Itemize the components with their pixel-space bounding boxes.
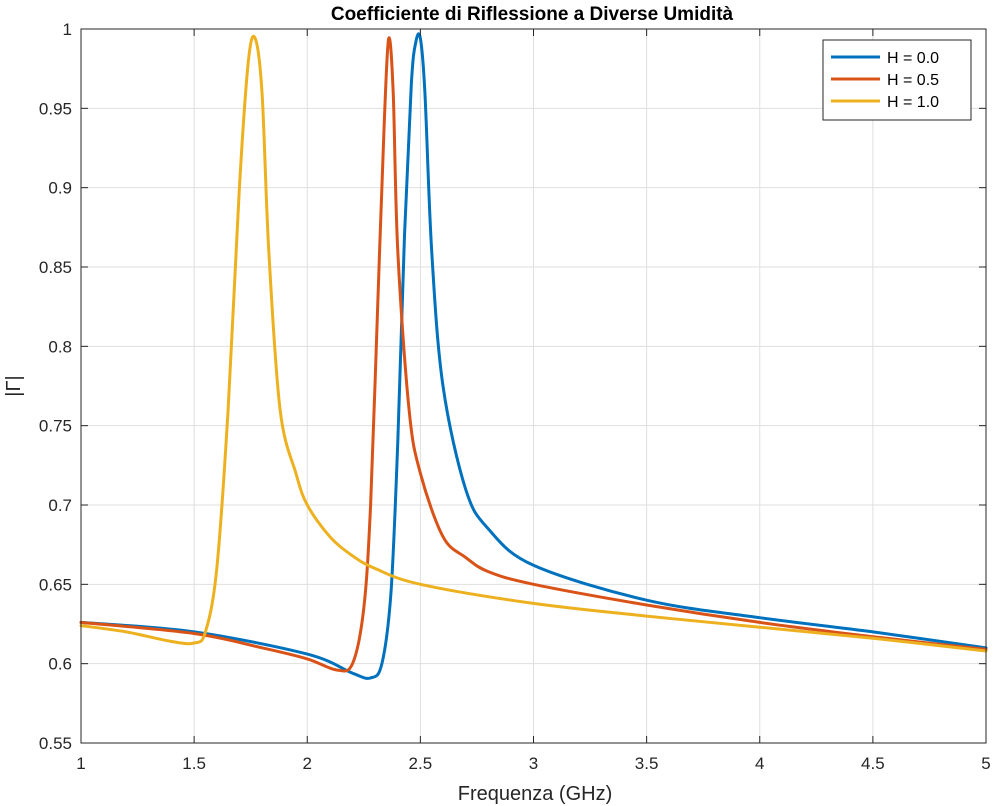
x-tick-label: 3.5 (635, 754, 659, 773)
y-axis-title: |Γ| (3, 375, 25, 396)
series-line-1 (79, 36, 988, 673)
grid-lines (80, 28, 987, 744)
x-tick-label: 1.5 (182, 754, 206, 773)
chart-title: Coefficiente di Riflessione a Diverse Um… (331, 4, 734, 25)
y-tick-label: 0.75 (39, 417, 72, 436)
y-tick-label: 0.9 (48, 179, 72, 198)
x-tick-label: 5 (981, 754, 990, 773)
legend-label: H = 0.0 (887, 50, 939, 67)
series-line-2 (79, 34, 988, 653)
series-line-0 (79, 32, 988, 680)
x-tick-label: 2 (303, 754, 312, 773)
axis-ticks: 1 1.5 2 2.5 3 3.5 4 4.5 5 0.55 0.6 0.65 0.7 0.75 0.8 0.… (39, 20, 991, 773)
y-tick-label: 0.85 (39, 258, 72, 277)
x-tick-label: 1 (76, 754, 85, 773)
x-tick-label: 4 (755, 754, 764, 773)
y-tick-label: 0.8 (48, 337, 72, 356)
x-tick-label: 4.5 (861, 754, 885, 773)
x-tick-label: 3 (529, 754, 538, 773)
x-tick-label: 2.5 (409, 754, 433, 773)
y-tick-label: 0.65 (39, 575, 72, 594)
y-tick-label: 0.55 (39, 734, 72, 753)
y-tick-label: 0.6 (48, 655, 72, 674)
y-tick-label: 0.7 (48, 496, 72, 515)
y-tick-label: 0.95 (39, 99, 72, 118)
legend: H = 0.0 H = 0.5 H = 1.0 (822, 39, 972, 121)
y-tick-label: 1 (63, 20, 72, 39)
legend-label: H = 1.0 (887, 94, 939, 111)
plot-series (79, 32, 988, 680)
legend-label: H = 0.5 (887, 72, 939, 89)
x-axis-title: Frequenza (GHz) (458, 783, 613, 805)
